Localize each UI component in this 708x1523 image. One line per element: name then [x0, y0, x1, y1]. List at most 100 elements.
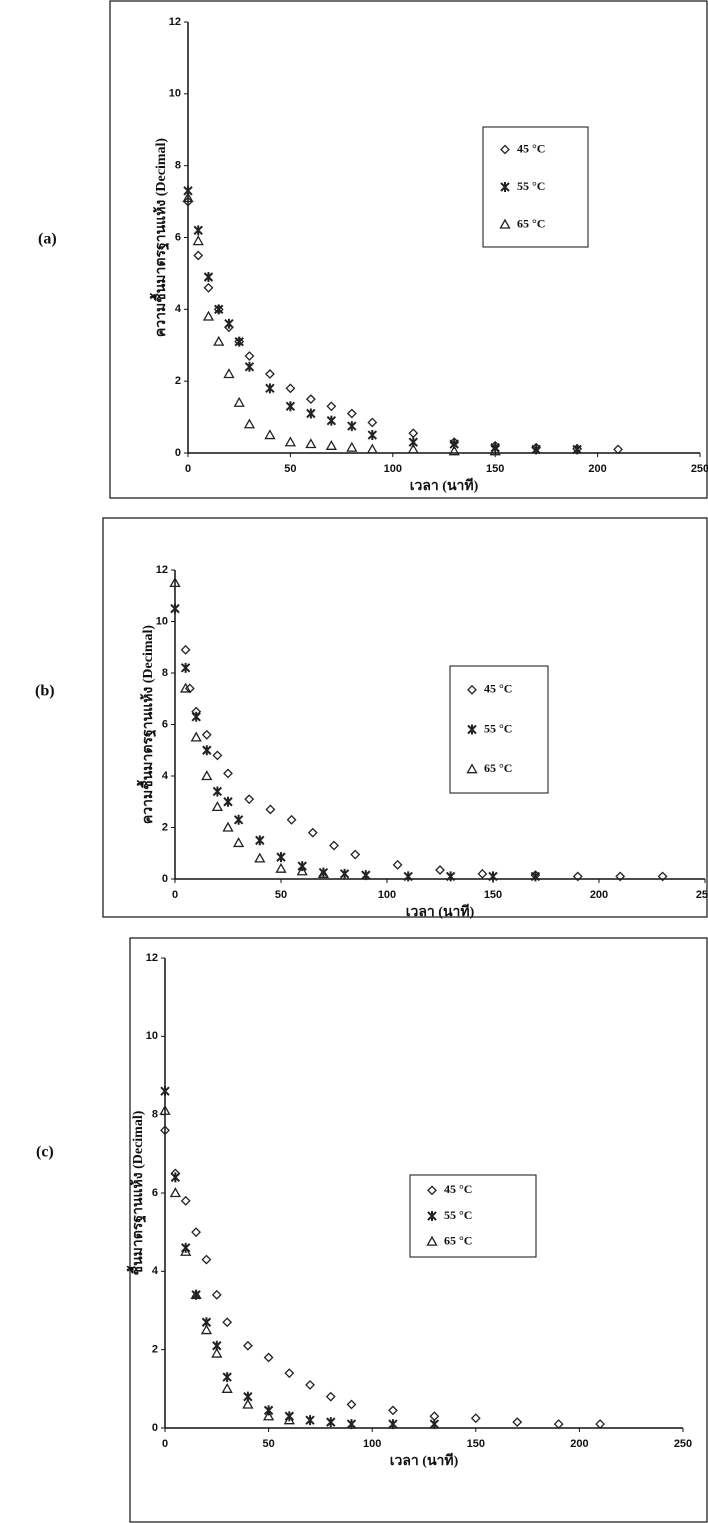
- asterisk-marker: [225, 319, 233, 329]
- legend-label: 65 °C: [484, 761, 512, 775]
- x-tick-label: 100: [363, 1438, 381, 1450]
- legend-label: 55 °C: [484, 721, 512, 735]
- diamond-marker: [192, 1228, 200, 1236]
- legend-label: 45 °C: [444, 1182, 472, 1196]
- diamond-marker: [351, 851, 359, 859]
- x-tick-label: 50: [262, 1438, 274, 1450]
- diamond-marker: [182, 646, 190, 654]
- diamond-marker: [596, 1420, 604, 1428]
- y-tick-label: 2: [162, 821, 168, 833]
- y-tick-label: 8: [152, 1109, 158, 1121]
- y-axis-label: ความชื้นมาตรฐานแห้ง (Decimal): [136, 625, 157, 824]
- x-tick-label: 150: [467, 1438, 485, 1450]
- asterisk-marker: [368, 430, 376, 440]
- triangle-marker: [202, 772, 211, 780]
- asterisk-marker: [286, 401, 294, 411]
- diamond-marker: [309, 829, 317, 837]
- x-tick-label: 50: [275, 889, 287, 901]
- y-tick-label: 0: [175, 447, 181, 459]
- x-tick-label: 100: [384, 463, 402, 475]
- x-tick-label: 250: [696, 889, 708, 901]
- diamond-marker: [224, 769, 232, 777]
- x-axis-label: เวลา (นาที): [410, 478, 479, 494]
- asterisk-marker: [204, 272, 212, 282]
- triangle-marker: [194, 237, 203, 245]
- triangle-marker: [306, 440, 315, 448]
- x-tick-label: 100: [378, 889, 396, 901]
- diamond-marker: [203, 731, 211, 739]
- diamond-marker: [347, 1401, 355, 1409]
- diamond-marker: [245, 795, 253, 803]
- y-tick-label: 0: [152, 1422, 158, 1434]
- x-tick-label: 200: [570, 1438, 588, 1450]
- diamond-marker: [513, 1418, 521, 1426]
- diamond-marker: [436, 866, 444, 874]
- chart-frame: [110, 1, 707, 498]
- panel-label: (a): [38, 231, 57, 248]
- panel-label: (c): [36, 1144, 54, 1161]
- asterisk-marker: [256, 835, 264, 845]
- legend-label: 65 °C: [517, 216, 545, 230]
- asterisk-marker: [192, 712, 200, 722]
- triangle-marker: [347, 443, 356, 451]
- diamond-marker: [286, 384, 294, 392]
- triangle-marker: [286, 438, 295, 446]
- triangle-marker: [204, 312, 213, 320]
- legend-label: 45 °C: [517, 141, 545, 155]
- asterisk-marker: [171, 604, 179, 614]
- asterisk-marker: [277, 852, 285, 862]
- diamond-marker: [389, 1406, 397, 1414]
- triangle-marker: [192, 733, 201, 741]
- y-axis-label: ชื้นมาตรฐานแห้ง (Decimal): [126, 1110, 147, 1275]
- triangle-marker: [214, 337, 223, 345]
- diamond-marker: [202, 1256, 210, 1264]
- triangle-marker: [277, 864, 286, 872]
- asterisk-marker: [430, 1419, 438, 1429]
- diamond-marker: [430, 1412, 438, 1420]
- diamond-marker: [472, 1414, 480, 1422]
- x-axis-label: เวลา (นาที): [390, 1453, 459, 1469]
- diamond-marker: [555, 1420, 563, 1428]
- triangle-marker: [235, 398, 244, 406]
- diamond-marker: [614, 445, 622, 453]
- x-tick-label: 200: [588, 463, 606, 475]
- asterisk-marker: [306, 1415, 314, 1425]
- diamond-marker: [245, 352, 253, 360]
- diamond-marker: [478, 870, 486, 878]
- diamond-marker: [409, 429, 417, 437]
- y-tick-label: 4: [162, 770, 169, 782]
- asterisk-marker: [171, 1172, 179, 1182]
- y-axis-label: ความชื้นมาตรฐานแห้ง (Decimal): [149, 138, 170, 337]
- asterisk-marker: [404, 871, 412, 881]
- diamond-marker: [288, 816, 296, 824]
- asterisk-marker: [389, 1419, 397, 1429]
- y-tick-label: 4: [175, 303, 182, 315]
- triangle-marker: [171, 1189, 180, 1197]
- diamond-marker: [285, 1369, 293, 1377]
- legend-label: 65 °C: [444, 1233, 472, 1247]
- asterisk-marker: [194, 225, 202, 235]
- figure: (a)024681012050100150200250เวลา (นาที)คว…: [0, 0, 708, 1523]
- triangle-marker: [234, 838, 243, 846]
- diamond-marker: [266, 805, 274, 813]
- asterisk-marker: [223, 1372, 231, 1382]
- y-tick-label: 12: [156, 564, 168, 576]
- diamond-marker: [266, 370, 274, 378]
- asterisk-marker: [215, 304, 223, 314]
- asterisk-marker: [266, 383, 274, 393]
- y-tick-label: 6: [152, 1187, 158, 1199]
- diamond-marker: [327, 402, 335, 410]
- asterisk-marker: [489, 871, 497, 881]
- asterisk-marker: [347, 1419, 355, 1429]
- x-tick-label: 150: [486, 463, 504, 475]
- diamond-marker: [348, 409, 356, 417]
- x-tick-label: 250: [674, 1438, 692, 1450]
- diamond-marker: [368, 418, 376, 426]
- y-tick-label: 2: [152, 1344, 158, 1356]
- diamond-marker: [306, 1381, 314, 1389]
- asterisk-marker: [203, 745, 211, 755]
- legend-label: 55 °C: [444, 1208, 472, 1222]
- y-tick-label: 4: [152, 1265, 159, 1277]
- chart-frame: [103, 518, 707, 917]
- triangle-marker: [223, 1384, 232, 1392]
